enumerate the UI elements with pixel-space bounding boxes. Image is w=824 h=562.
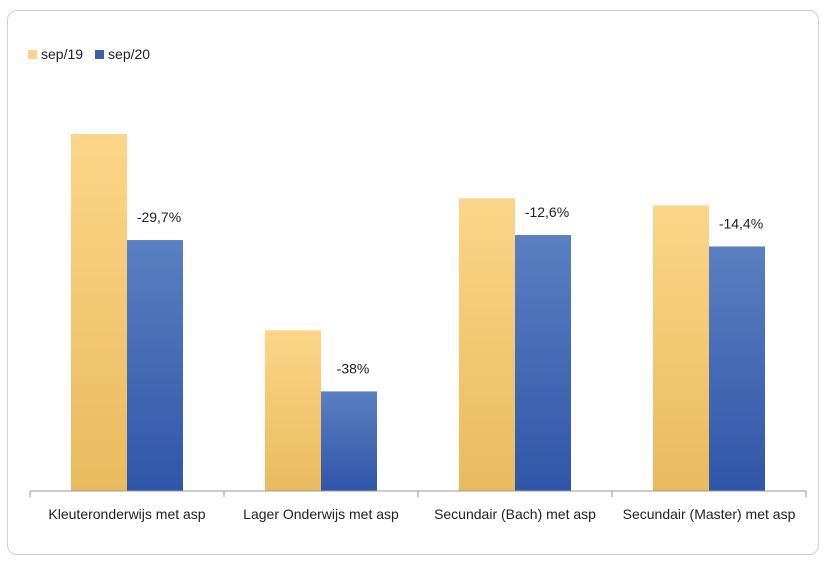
legend-label-sep20: sep/20 (108, 46, 151, 62)
data-label-1: -38% (337, 360, 370, 376)
data-label-2: -12,6% (525, 204, 569, 220)
bar-sep19-0 (71, 134, 127, 491)
legend: sep/19 sep/20 (28, 46, 150, 62)
bar-sep20-2 (515, 235, 571, 491)
bar-sep19-1 (265, 330, 321, 491)
category-label-3: Secundair (Master) met asp (623, 506, 796, 522)
bar-sep19-2 (459, 198, 515, 491)
legend-item-sep19: sep/19 (28, 46, 83, 62)
legend-item-sep20: sep/20 (95, 46, 150, 62)
legend-swatch-sep20 (95, 49, 105, 59)
bar-sep20-0 (127, 240, 183, 491)
legend-swatch-sep19 (28, 49, 37, 59)
data-label-0: -29,7% (137, 209, 181, 225)
category-label-0: Kleuteronderwijs met asp (48, 506, 205, 522)
bar-sep20-1 (321, 391, 377, 491)
bar-sep19-3 (653, 205, 709, 491)
category-label-2: Secundair (Bach) met asp (434, 506, 596, 522)
bar-sep20-3 (709, 246, 765, 491)
category-label-1: Lager Onderwijs met asp (243, 506, 399, 522)
legend-label-sep19: sep/19 (41, 46, 84, 62)
data-label-3: -14,4% (719, 215, 763, 231)
